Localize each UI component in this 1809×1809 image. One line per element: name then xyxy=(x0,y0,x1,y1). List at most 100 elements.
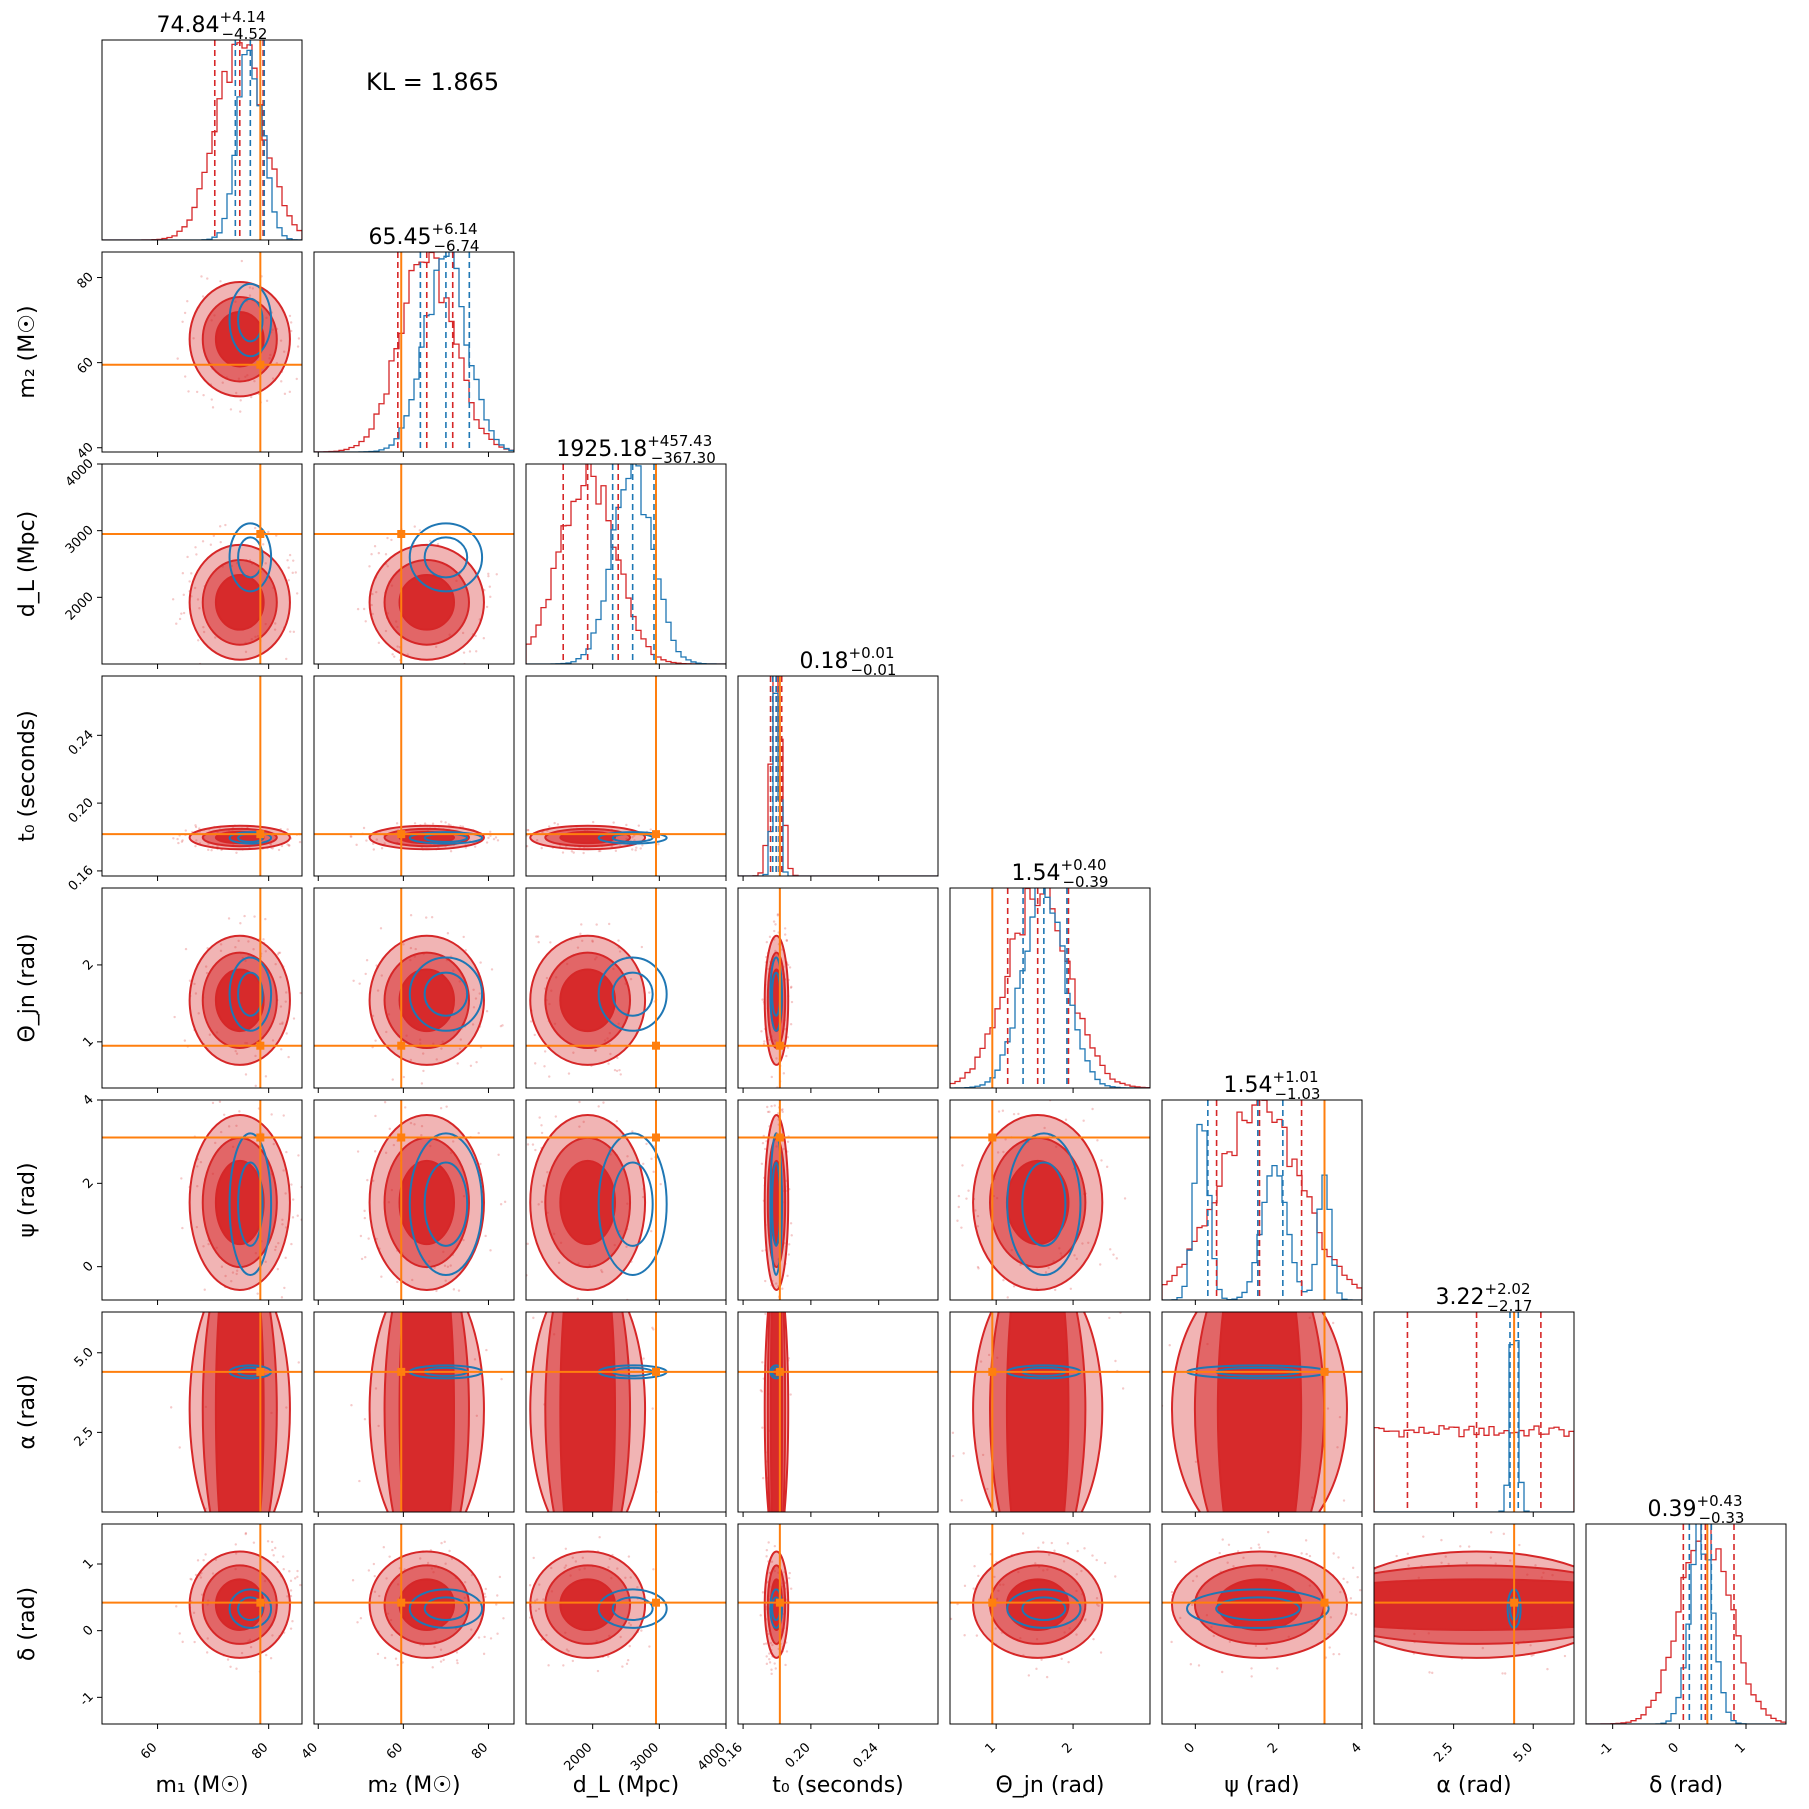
panel-title: 1.54+1.01 −1.03 xyxy=(1224,1068,1321,1103)
sample-point xyxy=(1529,1644,1532,1647)
truth-marker xyxy=(1320,1598,1329,1607)
sample-point xyxy=(243,914,246,918)
sample-point xyxy=(783,933,787,936)
sample-point xyxy=(377,641,381,645)
sample-point xyxy=(1465,1561,1469,1565)
sample-point xyxy=(558,1803,560,1805)
sample-point xyxy=(254,1084,257,1088)
sample-point xyxy=(571,1556,574,1559)
sample-point xyxy=(1627,1577,1629,1579)
sample-point xyxy=(171,598,175,601)
sample-point xyxy=(363,1216,367,1220)
sample-point xyxy=(473,1358,477,1361)
sample-point xyxy=(535,935,538,938)
red-histogram xyxy=(1586,1524,1786,1724)
sample-point xyxy=(1328,1646,1331,1649)
sample-point xyxy=(285,657,288,661)
sample-point xyxy=(640,1629,643,1632)
sample-point xyxy=(232,928,234,930)
sample-point xyxy=(1157,1276,1159,1278)
x-tick-label: 4 xyxy=(1348,1740,1364,1756)
sample-point xyxy=(1096,1139,1099,1142)
sample-point xyxy=(570,850,574,853)
panel-t0-m1: 0.16 0.20 0.24 xyxy=(66,675,303,894)
sample-point xyxy=(986,1487,989,1491)
panel-frame xyxy=(525,1099,727,1301)
sample-point xyxy=(459,825,462,828)
sample-point xyxy=(1095,1713,1097,1715)
sample-point xyxy=(474,997,478,1000)
sample-point xyxy=(535,1598,539,1601)
sample-point xyxy=(523,1613,525,1615)
panel-delta-t0: 0.16 0.20 0.24 xyxy=(715,1523,939,1771)
sample-point xyxy=(540,1124,543,1127)
sample-point xyxy=(1091,1107,1094,1111)
sample-point xyxy=(274,622,277,625)
sample-point xyxy=(201,540,205,543)
sample-point xyxy=(1422,1535,1425,1538)
blue-contour xyxy=(597,1588,668,1629)
sample-point xyxy=(281,1021,284,1024)
sample-point xyxy=(485,1010,489,1013)
y-tick-label: 0 xyxy=(80,1623,96,1639)
x-axis-label-m2: m₂ (M☉) xyxy=(367,1773,460,1798)
truth-marker xyxy=(256,1041,265,1050)
sample-point xyxy=(198,827,201,830)
sample-point xyxy=(181,839,184,842)
sample-point xyxy=(1332,1652,1335,1656)
sample-point xyxy=(253,915,256,918)
sample-point xyxy=(286,843,289,846)
sample-point xyxy=(280,380,283,383)
sample-point xyxy=(563,1566,566,1569)
sample-point xyxy=(659,1182,662,1186)
sample-point xyxy=(226,1658,230,1661)
sample-point xyxy=(278,1022,282,1026)
sample-point xyxy=(272,1554,275,1557)
sample-point xyxy=(641,844,644,847)
panel-title: 0.39+0.43 −0.33 xyxy=(1648,1492,1745,1527)
sample-point xyxy=(181,320,184,323)
sample-point xyxy=(767,1632,770,1636)
sample-point xyxy=(1043,1126,1046,1130)
sample-point xyxy=(418,1091,420,1093)
sample-point xyxy=(196,1185,199,1188)
blue-contour xyxy=(769,1588,783,1629)
sample-point xyxy=(285,991,288,994)
sample-point xyxy=(1014,1680,1016,1682)
panel-content xyxy=(738,1312,938,1512)
sample-point xyxy=(471,1023,475,1026)
sample-point xyxy=(1576,1599,1578,1601)
sample-point xyxy=(266,1540,270,1543)
sample-point xyxy=(1367,1619,1369,1621)
truth-marker xyxy=(397,1041,406,1050)
sample-point xyxy=(383,1656,387,1660)
sample-point xyxy=(1351,1582,1353,1584)
sample-point xyxy=(994,1627,997,1630)
sample-point xyxy=(201,295,205,298)
sample-point xyxy=(1631,1616,1633,1618)
sample-point xyxy=(214,636,217,639)
sample-point xyxy=(193,586,197,590)
sample-point xyxy=(627,1621,631,1625)
sample-point xyxy=(1081,1242,1084,1245)
sample-point xyxy=(283,392,287,396)
panel-psi-psi: 1.54+1.01 −1.03 xyxy=(1161,1068,1363,1305)
sample-point xyxy=(384,553,388,556)
sample-point xyxy=(591,940,594,943)
blue-contour xyxy=(611,1161,654,1247)
sample-point xyxy=(198,1073,200,1075)
sample-point xyxy=(237,939,240,943)
sample-point xyxy=(276,1560,279,1564)
sample-point xyxy=(375,590,378,594)
sample-point xyxy=(184,947,188,951)
sample-point xyxy=(195,553,198,556)
panel-content xyxy=(526,464,726,664)
sample-point xyxy=(440,820,443,823)
sample-point xyxy=(373,1590,377,1593)
title-plus: +6.14 xyxy=(432,220,478,238)
sample-point xyxy=(497,1271,499,1273)
sample-point xyxy=(1431,1671,1434,1675)
sample-point xyxy=(1040,1658,1043,1661)
sample-point xyxy=(626,1519,628,1521)
panel-frame xyxy=(101,251,303,453)
